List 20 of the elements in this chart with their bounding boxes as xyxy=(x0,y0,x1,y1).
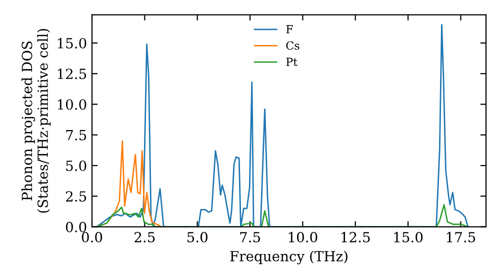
x-axis-title: Frequency (THz) xyxy=(230,250,348,264)
x-tick-label: 0.0 xyxy=(82,232,102,242)
x-tick-label: 17.5 xyxy=(446,232,476,242)
x-tick-label: 12.5 xyxy=(342,232,370,242)
y-tick-label: 7.5 xyxy=(66,130,86,140)
y-tick-label: 5.0 xyxy=(66,160,86,172)
y-axis-title: Phonon projected DOS (States/THz·primitive cell) xyxy=(21,28,51,213)
y-tick-label: 12.5 xyxy=(58,68,86,80)
y-tick-label: 2.5 xyxy=(66,191,86,202)
y-tick-label: 10.0 xyxy=(58,99,86,110)
y-tick-label: 15.0 xyxy=(58,38,86,48)
x-tick-label: 5.0 xyxy=(187,232,208,242)
x-tick-label: 7.5 xyxy=(240,232,260,242)
legend-label: Cs xyxy=(286,41,300,50)
y-tick-label: 0.0 xyxy=(66,222,86,232)
x-tick-label: 2.5 xyxy=(134,232,155,242)
x-tick-label: 15.0 xyxy=(394,232,423,242)
legend-label: Pt xyxy=(286,58,298,66)
x-tick-label: 10.0 xyxy=(288,232,318,242)
legend-label: F xyxy=(286,25,293,34)
